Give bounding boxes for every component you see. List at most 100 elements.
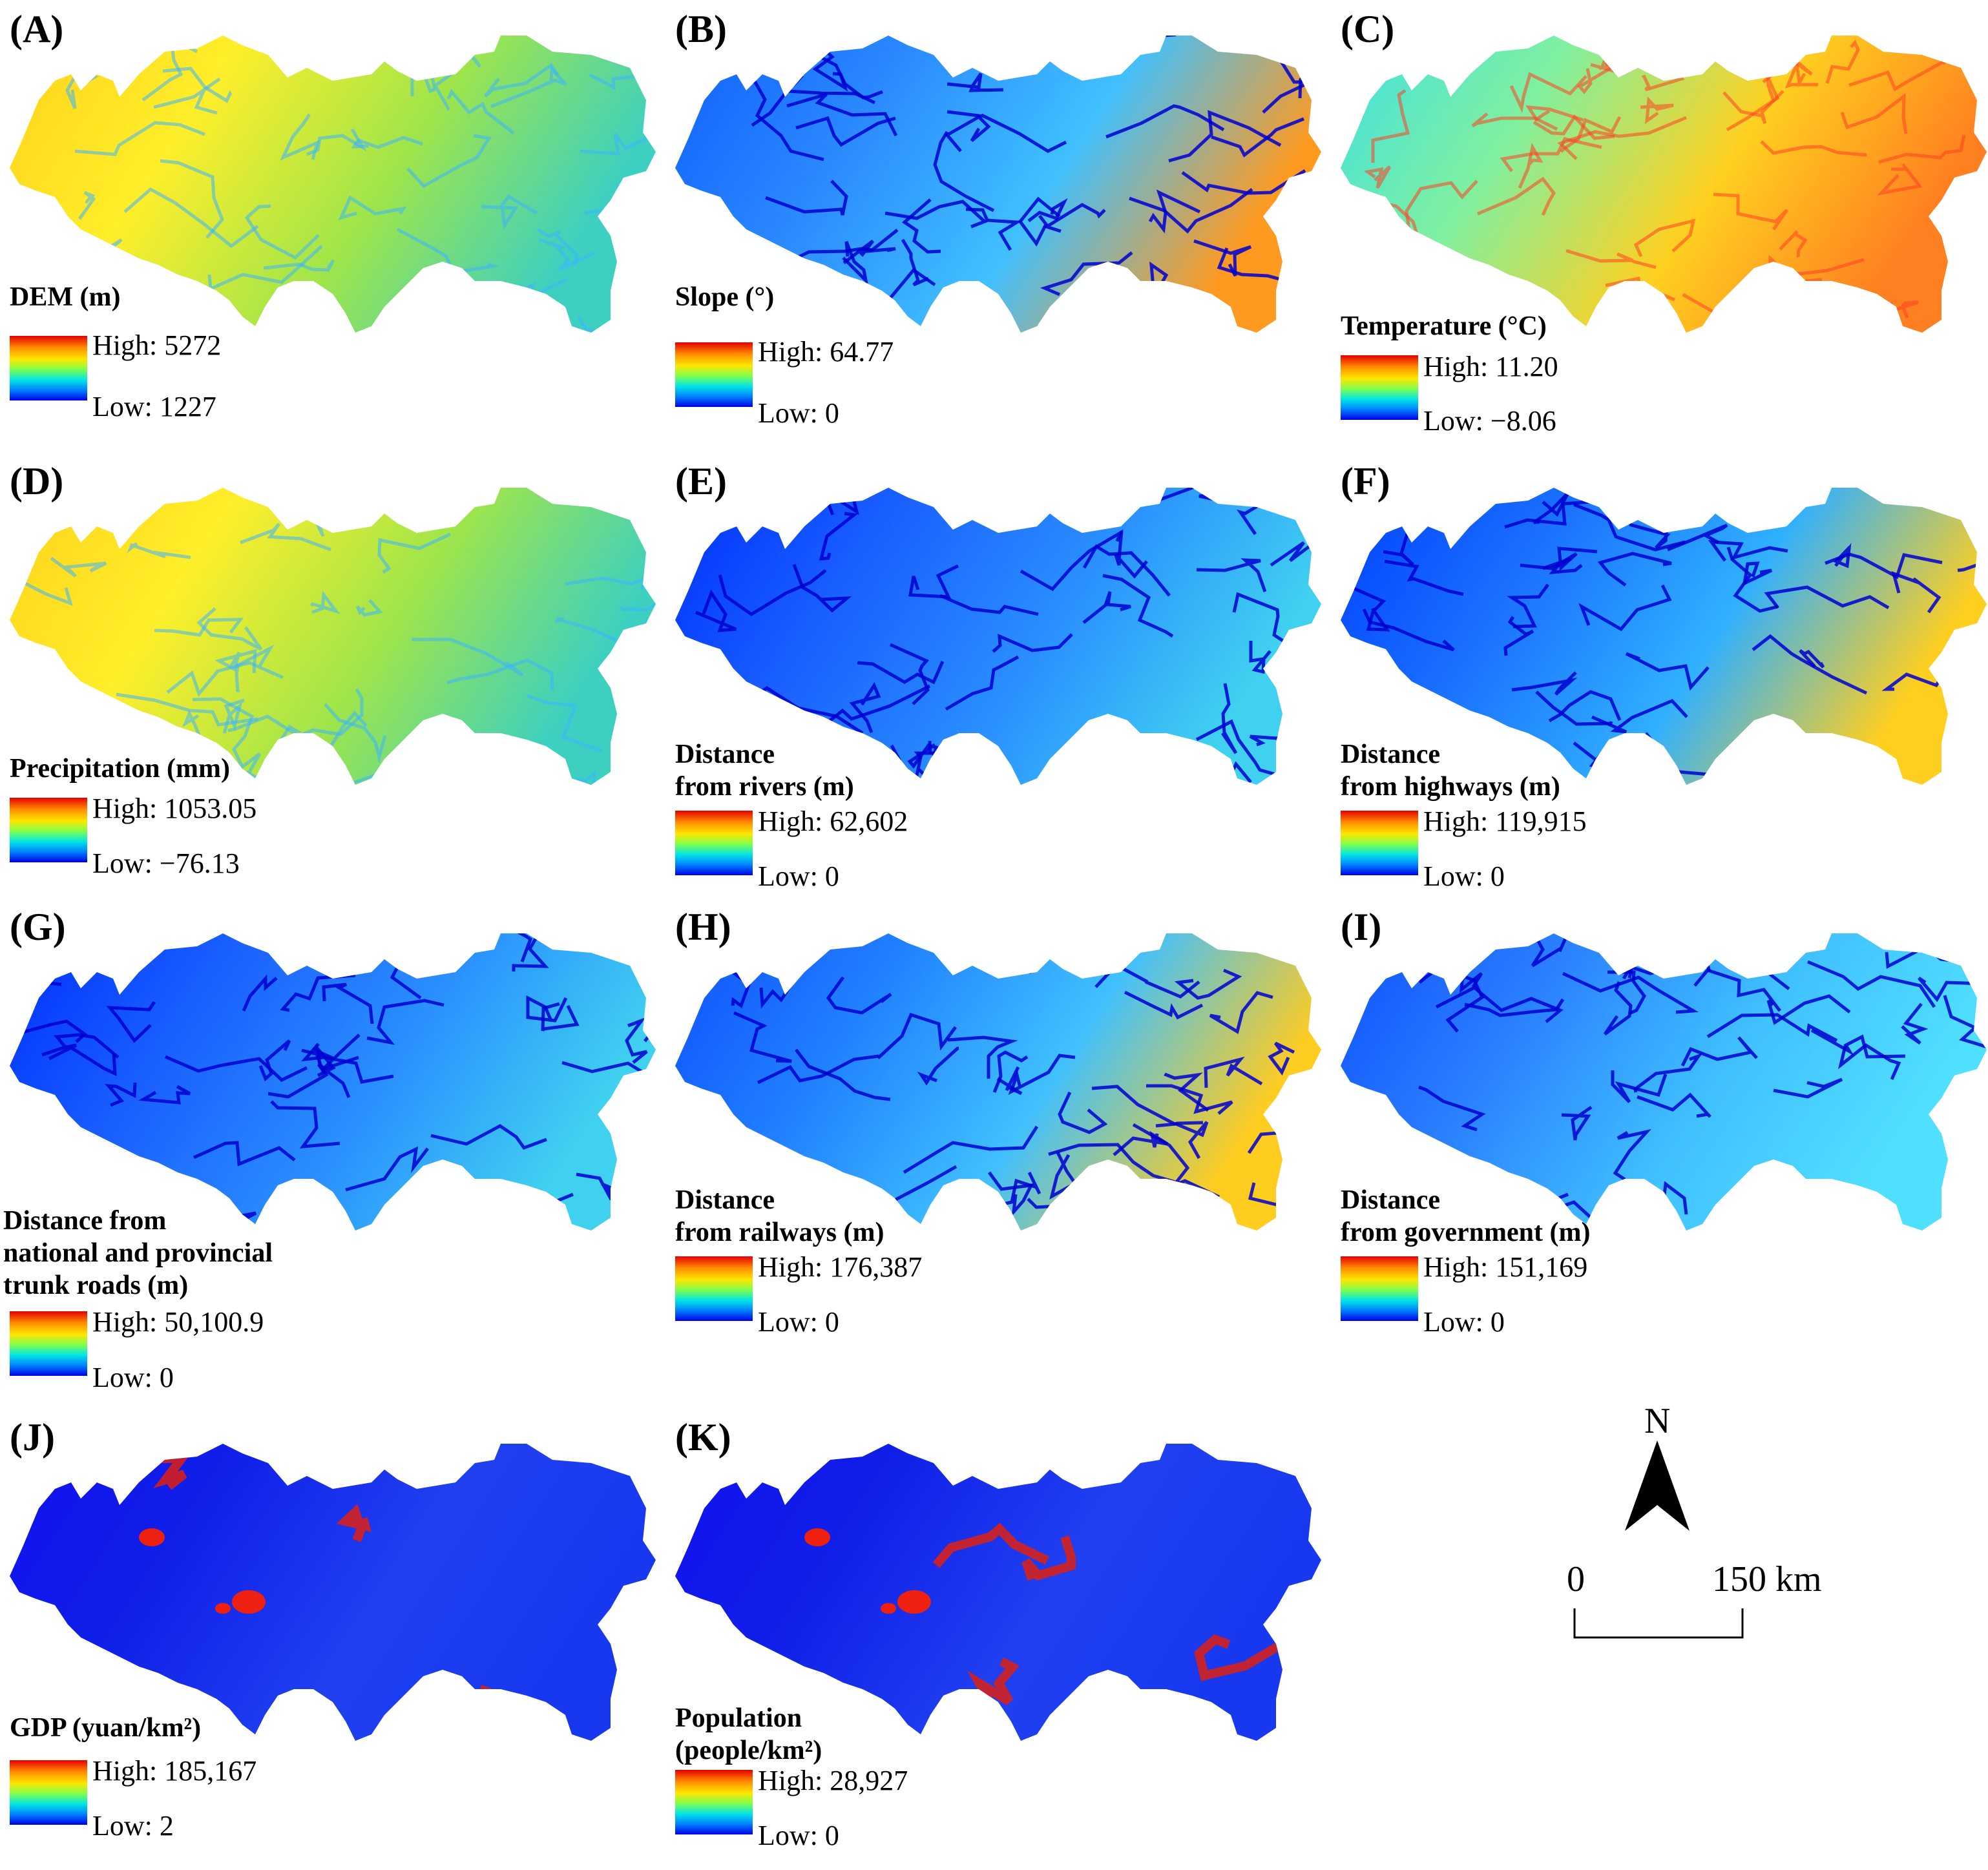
population-map [675,1444,1321,1741]
region-fill [10,1444,656,1741]
map-title: Precipitation (mm) [10,753,230,785]
panel-i: (I) Distance from government (m) High: 1… [1341,908,1988,1360]
panel-letter: (B) [675,8,727,50]
legend-low: Low: 0 [1423,860,1505,892]
title-line: national and provincial [3,1238,273,1268]
panel-f: (F) Distance from highways (m) High: 119… [1341,462,1988,914]
legend-color-ramp [1341,1256,1418,1321]
legend-color-ramp [10,798,87,862]
map-title: Distance from national and provincial tr… [3,1205,273,1302]
legend-high: High: 64.77 [758,336,894,368]
legend-color-ramp [675,1770,753,1834]
legend-high: High: 1053.05 [92,793,257,824]
title-line: Slope (°) [675,282,775,312]
legend-color-ramp [10,336,87,400]
dem-map [10,36,656,333]
slope-map [675,36,1321,333]
title-line: from railways (m) [675,1218,884,1247]
legend-low: Low: 2 [92,1810,174,1842]
panel-d: (D) Precipitation (mm) High: 1053.05 Low… [10,462,675,914]
title-line: DEM (m) [10,282,121,312]
map-title: Temperature (°C) [1341,310,1547,342]
region-fill [10,933,656,1231]
panel-b: (B) Slope (°) High: 64.77 Low: 0 [675,10,1341,462]
precipitation-map [10,488,656,785]
title-line: Distance [675,740,775,769]
legend-color-ramp [675,1256,753,1321]
legend-high: High: 185,167 [92,1755,257,1787]
title-line: Precipitation (mm) [10,754,230,784]
panel-letter: (E) [675,460,727,503]
legend-low: Low: 1227 [92,391,216,422]
map-texture [731,36,1321,333]
title-line: (people/km²) [675,1736,822,1765]
legend-high: High: 119,915 [1423,805,1587,837]
legend-low: Low: 0 [758,1306,839,1338]
legend-high: High: 28,927 [758,1765,908,1796]
panel-letter: (K) [675,1416,731,1459]
title-line: trunk roads (m) [3,1271,189,1300]
legend-high: High: 151,169 [1423,1251,1588,1283]
scale-start-label: 0 [1567,1559,1585,1599]
legend-color-ramp [675,811,753,875]
region-fill [675,1444,1321,1741]
map-title: Distance from rivers (m) [675,738,854,803]
legend-color-ramp [1341,811,1418,875]
north-arrow-and-scale: N 0 150 km [1538,1402,1861,1660]
panel-letter: (H) [675,906,731,948]
rivers-distance-map [675,488,1321,785]
region-fill [1341,36,1987,333]
scale-bar [1573,1608,1744,1639]
legend-low: Low: −8.06 [1423,405,1556,437]
north-label: N [1644,1401,1671,1441]
title-line: Temperature (°C) [1341,311,1547,341]
panel-g: (G) Distance from national and provincia… [3,908,669,1398]
gdp-map [10,1444,656,1741]
legend-color-ramp [675,342,753,407]
panel-letter: (G) [10,906,66,948]
map-title: Slope (°) [675,281,774,313]
title-line: Distance [1341,740,1440,769]
panel-letter: (F) [1341,460,1390,503]
legend-color-ramp [10,1311,87,1376]
legend-high: High: 5272 [92,329,222,361]
panel-h: (H) Distance from railways (m) High: 176… [675,908,1341,1360]
legend-high: High: 11.20 [1423,351,1558,382]
trunk-roads-distance-map [10,933,656,1231]
panel-e: (E) Distance from rivers (m) High: 62,60… [675,462,1341,914]
title-line: Distance [1341,1185,1440,1215]
legend-low: Low: 0 [758,1820,839,1851]
panel-letter: (C) [1341,8,1395,50]
legend-high: High: 62,602 [758,805,908,837]
legend-color-ramp [10,1760,87,1825]
map-title: Distance from railways (m) [675,1184,884,1249]
map-title: DEM (m) [10,281,120,313]
panel-j: (J) GDP (yuan/km²) High: 185,167 Low: 2 [10,1418,675,1870]
map-title: GDP (yuan/km²) [10,1712,201,1744]
region-fill [10,488,656,785]
map-title: Distance from highways (m) [1341,738,1560,803]
legend-low: Low: 0 [758,397,839,429]
map-title: Distance from government (m) [1341,1184,1590,1249]
region-fill [10,36,656,333]
legend-high: High: 176,387 [758,1251,923,1283]
north-arrow-icon [1625,1440,1690,1531]
panel-c: (C) Temperature (°C) High: 11.20 Low: −8… [1341,10,1988,462]
government-distance-map [1341,933,1987,1231]
panel-letter: (I) [1341,906,1382,948]
legend-high: High: 50,100.9 [92,1306,264,1338]
title-line: from rivers (m) [675,772,854,802]
panel-letter: (A) [10,8,64,50]
panel-letter: (D) [10,460,64,503]
panel-letter: (J) [10,1416,55,1459]
scale-end-label: 150 km [1712,1559,1822,1599]
legend-color-ramp [1341,355,1418,420]
temperature-map [1341,36,1987,333]
title-line: Distance [675,1185,775,1215]
title-line: GDP (yuan/km²) [10,1713,202,1743]
title-line: from government (m) [1341,1218,1591,1247]
map-texture [804,1522,1286,1707]
legend-low: Low: 0 [92,1362,174,1393]
legend-low: Low: 0 [1423,1306,1505,1338]
highways-distance-map [1341,488,1987,785]
